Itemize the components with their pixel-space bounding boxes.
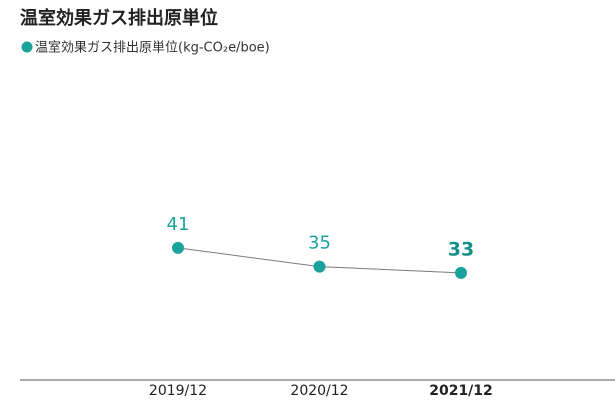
x-tick-label: 2021/12 <box>429 383 493 399</box>
data-point <box>455 266 467 279</box>
x-tick-label: 2019/12 <box>149 383 207 399</box>
x-tick-label: 2020/12 <box>290 383 348 399</box>
data-label: 35 <box>308 233 331 254</box>
data-label: 41 <box>167 214 190 235</box>
legend-label: 温室効果ガス排出原単位(kg-CO₂e/boe) <box>35 40 270 56</box>
legend-marker <box>21 41 33 53</box>
data-point <box>313 260 326 273</box>
data-label: 33 <box>448 238 474 260</box>
data-point <box>172 241 184 254</box>
chart-title: 温室効果ガス排出原単位 <box>20 7 218 29</box>
